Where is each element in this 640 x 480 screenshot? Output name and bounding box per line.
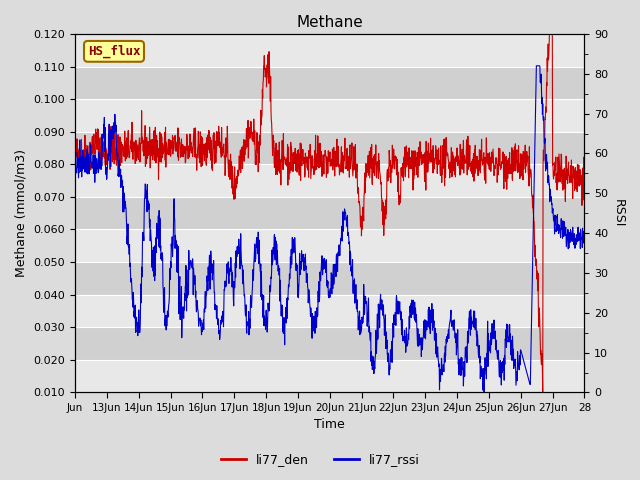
Bar bbox=[75, 229, 584, 262]
Bar bbox=[75, 327, 584, 360]
Bar bbox=[75, 262, 584, 295]
Bar bbox=[75, 295, 584, 327]
Bar bbox=[75, 99, 584, 132]
Bar bbox=[75, 197, 584, 229]
Y-axis label: Methane (mmol/m3): Methane (mmol/m3) bbox=[15, 149, 28, 277]
X-axis label: Time: Time bbox=[314, 419, 345, 432]
Title: Methane: Methane bbox=[296, 15, 363, 30]
Legend: li77_den, li77_rssi: li77_den, li77_rssi bbox=[216, 448, 424, 471]
Bar bbox=[75, 34, 584, 67]
Bar bbox=[75, 132, 584, 164]
Bar bbox=[75, 67, 584, 99]
Text: HS_flux: HS_flux bbox=[88, 45, 140, 58]
Y-axis label: RSSI: RSSI bbox=[612, 199, 625, 228]
Bar bbox=[75, 164, 584, 197]
Bar bbox=[75, 360, 584, 393]
